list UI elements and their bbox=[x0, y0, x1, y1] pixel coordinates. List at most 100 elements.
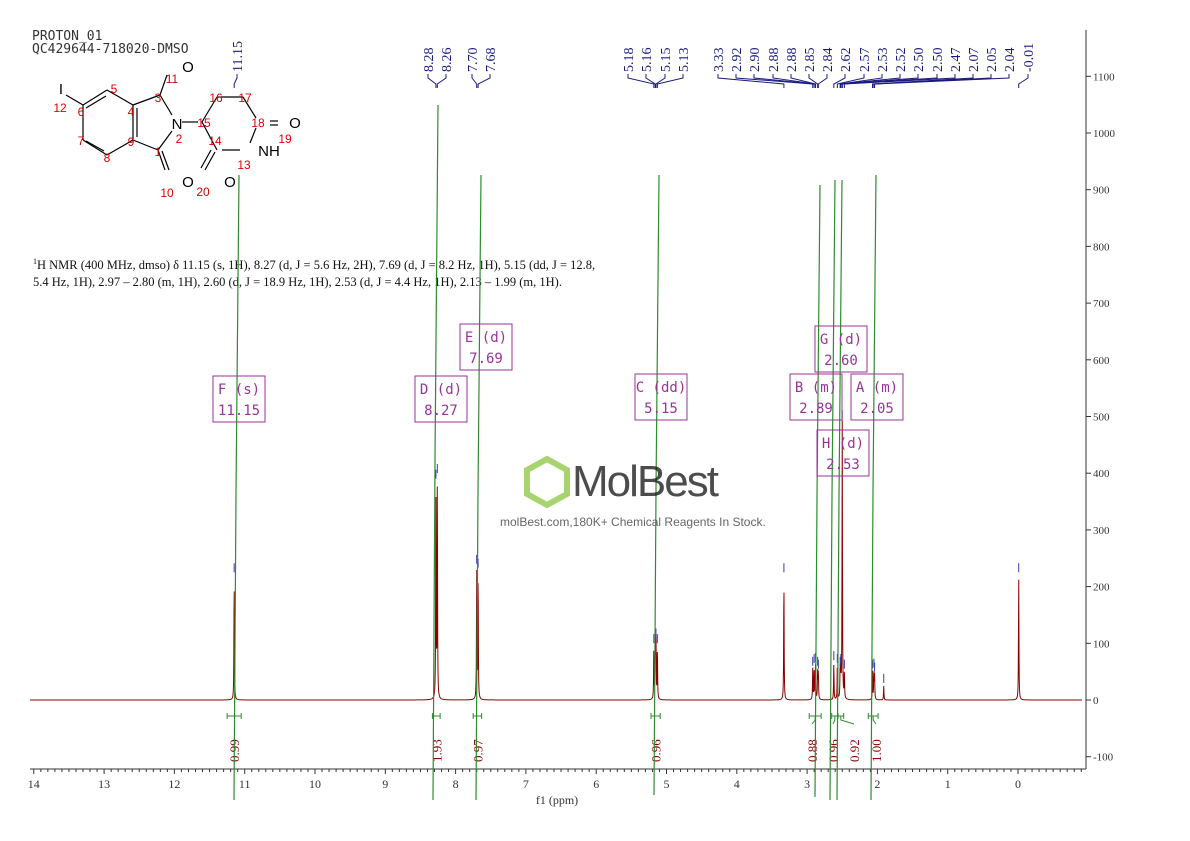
peak-label: 2.90 bbox=[748, 48, 763, 73]
peak-label-connector bbox=[656, 74, 684, 88]
structure-atom-number: 17 bbox=[238, 91, 252, 105]
integral-value: 1.93 bbox=[429, 739, 444, 762]
integral-value: 0.92 bbox=[847, 739, 862, 762]
peak-label: 2.50 bbox=[931, 48, 946, 73]
structure-bond bbox=[159, 74, 168, 96]
peak-label-connector bbox=[233, 74, 238, 88]
peak-label-connector bbox=[477, 74, 491, 88]
peak-label: 2.05 bbox=[985, 48, 1000, 73]
peak-label: 7.70 bbox=[466, 48, 481, 73]
peak-label-connector bbox=[645, 74, 656, 88]
multiplet-shift: 2.89 bbox=[799, 401, 833, 417]
integral-curve bbox=[653, 174, 660, 796]
multiplet-shift: 8.27 bbox=[424, 403, 458, 419]
multiplet-box bbox=[816, 429, 870, 477]
y-tick-label: 800 bbox=[1093, 241, 1110, 253]
structure-atom: O bbox=[182, 174, 194, 191]
multiplet-shift: 2.60 bbox=[824, 353, 858, 369]
structure-bond bbox=[242, 96, 257, 119]
peak-label: 2.88 bbox=[785, 48, 800, 73]
x-tick-label: 0 bbox=[1015, 777, 1021, 791]
structure-atom-number: 6 bbox=[78, 105, 85, 119]
multiplet-label: C (dd) bbox=[636, 380, 687, 396]
spectrum-header: PROTON_01 QC429644-718020-DMSO bbox=[32, 30, 189, 56]
peak-label: 2.62 bbox=[839, 48, 854, 73]
peak-label-connector bbox=[843, 74, 956, 88]
structure-atom: O bbox=[182, 59, 194, 76]
peak-label-connector bbox=[1018, 74, 1029, 88]
y-tick-label: 900 bbox=[1093, 185, 1110, 197]
structure-bond bbox=[204, 151, 216, 171]
peak-label: 5.18 bbox=[622, 48, 637, 73]
x-tick-label: 10 bbox=[309, 777, 321, 791]
multiplet-label: G (d) bbox=[820, 332, 862, 348]
structure-bond bbox=[65, 94, 84, 106]
structure-bond bbox=[201, 96, 218, 123]
peak-label: 5.16 bbox=[640, 48, 655, 73]
multiplet-box bbox=[789, 373, 843, 421]
x-tick-label: 14 bbox=[28, 777, 40, 791]
x-tick-label: 9 bbox=[382, 777, 388, 791]
structure-bond bbox=[161, 150, 170, 171]
multiplet-shift: 5.15 bbox=[644, 401, 678, 417]
x-tick-label: 7 bbox=[523, 777, 529, 791]
structure-atom: I bbox=[59, 81, 63, 98]
integral-leader bbox=[811, 716, 816, 725]
peak-label: 2.07 bbox=[967, 48, 982, 73]
multiplet-shift: 7.69 bbox=[469, 351, 503, 367]
y-tick-label: 200 bbox=[1093, 582, 1110, 594]
integral-curve bbox=[870, 174, 877, 801]
multiplet-shift: 2.53 bbox=[826, 457, 860, 473]
structure-atom: O bbox=[224, 174, 236, 191]
integral-curve bbox=[814, 184, 821, 798]
y-tick-label: 600 bbox=[1093, 355, 1110, 367]
peak-label: 2.04 bbox=[1003, 48, 1018, 73]
y-tick-label: 100 bbox=[1093, 638, 1110, 650]
peak-label-connector bbox=[436, 74, 447, 88]
integral-value: 0.96 bbox=[826, 739, 841, 762]
structure-bond bbox=[82, 89, 108, 106]
integral-bar bbox=[472, 713, 483, 719]
integral-value: 0.88 bbox=[805, 739, 820, 762]
integral-curve bbox=[432, 104, 439, 801]
multiplet-label: E (d) bbox=[465, 330, 507, 346]
x-tick-label: 4 bbox=[734, 777, 740, 791]
y-tick-label: 0 bbox=[1093, 695, 1099, 707]
peak-label: 5.15 bbox=[659, 48, 674, 73]
x-tick-label: 1 bbox=[945, 777, 951, 791]
nmr-description-text: H NMR (400 MHz, dmso) δ 11.15 (s, 1H), 8… bbox=[33, 258, 596, 290]
integral-curve bbox=[836, 179, 843, 801]
y-tick-label: 500 bbox=[1093, 412, 1110, 424]
peak-label: 2.88 bbox=[767, 48, 782, 73]
integral-bar bbox=[650, 713, 661, 719]
structure-bond bbox=[200, 149, 212, 169]
y-tick-label: 1100 bbox=[1093, 71, 1115, 83]
y-tick-label: 400 bbox=[1093, 468, 1110, 480]
structure-atom-number: 15 bbox=[197, 116, 211, 130]
multiplet-box bbox=[850, 373, 904, 421]
multiplet-shift: 11.15 bbox=[218, 403, 260, 419]
structure-atom-number: 1 bbox=[155, 145, 162, 159]
y-tick-label: 700 bbox=[1093, 298, 1110, 310]
structure-atom: N bbox=[172, 116, 183, 133]
peak-label: -0.01 bbox=[1022, 43, 1037, 72]
multiplet-label: B (m) bbox=[795, 380, 837, 396]
peak-label-connector bbox=[735, 74, 814, 88]
spectrum-trace bbox=[30, 420, 1082, 701]
peak-label-connector bbox=[655, 74, 666, 88]
structure-atom-number: 12 bbox=[53, 101, 67, 115]
multiplet-label: D (d) bbox=[420, 382, 462, 398]
structure-atom: NH bbox=[258, 143, 280, 160]
structure-atom-number: 7 bbox=[78, 134, 85, 148]
structure-atom-number: 2 bbox=[176, 132, 183, 146]
sample-name: QC429644-718020-DMSO bbox=[32, 42, 189, 57]
peak-label-connector bbox=[790, 74, 817, 88]
structure-atom-number: 10 bbox=[160, 186, 174, 200]
peak-label: 11.15 bbox=[231, 41, 246, 72]
peak-label-connector bbox=[840, 74, 901, 88]
peak-label-connector bbox=[753, 74, 815, 88]
peak-label-connector bbox=[471, 74, 478, 88]
structure-atom-number: 11 bbox=[166, 72, 179, 86]
peak-label-connector bbox=[839, 74, 883, 88]
